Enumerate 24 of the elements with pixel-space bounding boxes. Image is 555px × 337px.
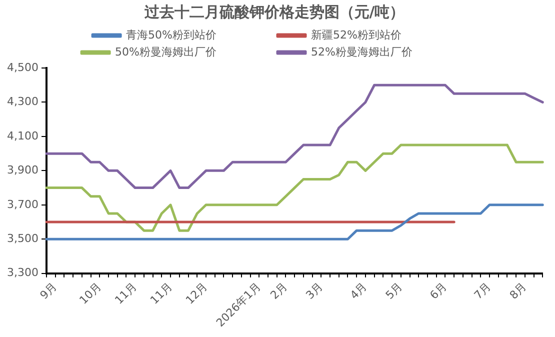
y-tick-label: 3,300 [6,266,38,280]
y-tick-label: 4,300 [6,95,38,108]
x-tick-label: 11月 [112,280,140,307]
x-tick-label: 4月 [348,280,370,302]
x-tick-label: 7月 [472,280,494,302]
x-tick-label: 2月 [268,280,290,302]
x-tick-label: 6月 [427,280,450,302]
y-tick-label: 3,700 [6,198,38,211]
y-tick-label: 4,100 [6,129,38,142]
x-tick-label: 8月 [507,280,530,302]
legend-label: 52%粉曼海姆出厂价 [311,45,468,58]
legend-label: 青海50%粉到站价 [126,28,272,42]
x-tick-label: 11月 [148,280,175,307]
x-tick-label: 12月 [183,280,210,307]
legend-label: 新疆52%粉到站价 [311,28,456,42]
chart-title: 过去十二月硫酸钾价格走势图（元/吨） [143,2,405,21]
legend-label: 50%粉曼海姆出厂价 [115,45,272,58]
x-tick-label: 9月 [38,280,60,302]
x-tick-label: 5月 [383,280,406,302]
y-tick-label: 3,900 [6,164,38,177]
y-tick-label: 4,500 [6,60,38,74]
x-tick-label: 10月 [76,280,104,307]
x-tick-label: 3月 [303,280,326,302]
y-tick-label: 3,500 [6,232,38,245]
